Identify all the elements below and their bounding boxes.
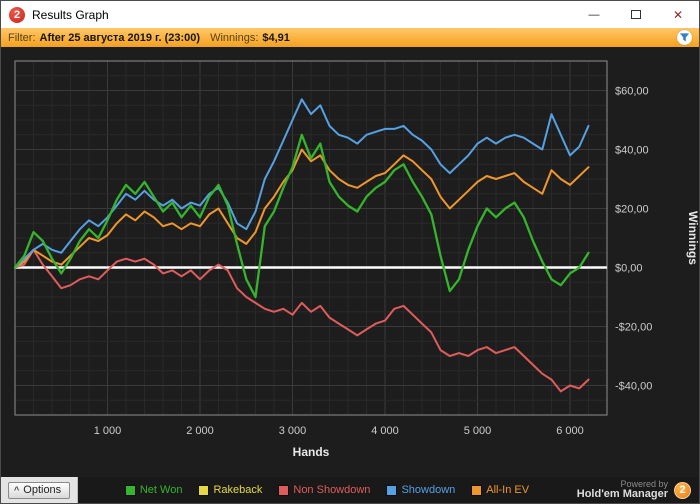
filter-value: After 25 августа 2019 г. (23:00)	[39, 31, 201, 44]
y-tick-label: -$40,00	[615, 381, 652, 393]
hm2-app-icon: 2	[9, 6, 25, 23]
caption-buttons: — ✕	[573, 1, 699, 28]
legend-swatch-non-showdown	[279, 485, 289, 495]
legend-swatch-showdown	[387, 485, 397, 495]
filter-bar: Filter: After 25 августа 2019 г. (23:00)…	[1, 28, 699, 47]
series-showdown	[14, 98, 590, 269]
series-non-showdown	[14, 248, 590, 393]
legend-label-net-won: Net Won	[139, 484, 183, 496]
y-tick-label: $60,00	[615, 86, 649, 98]
legend-item-all-in-ev: All-In EV	[472, 484, 529, 496]
y-axis-label: Winnings	[686, 211, 699, 265]
y-tick-label: -$20,00	[615, 322, 652, 334]
close-icon: ✕	[672, 7, 684, 22]
legend-swatch-rakeback	[199, 485, 209, 495]
x-tick-label: 2 000	[186, 425, 214, 437]
legend-item-rakeback: Rakeback	[199, 484, 262, 496]
legend-item-non-showdown: Non Showdown	[279, 484, 370, 496]
legend-swatch-all-in-ev	[472, 485, 482, 495]
legend-swatch-net-won	[125, 485, 135, 495]
y-tick-label: $0,00	[615, 263, 643, 275]
powered-by-label: Powered by	[620, 478, 668, 489]
legend-item-showdown: Showdown	[387, 484, 455, 496]
legend-label-showdown: Showdown	[401, 484, 456, 496]
legend-label-non-showdown: Non Showdown	[293, 484, 371, 496]
chevron-up-icon: ^	[14, 484, 20, 495]
chart-panel: 1 000 2 000 3 000 4 000 5 000 6 000 Hands $60,0…	[1, 47, 699, 477]
legend-label-all-in-ev: All-In EV	[486, 484, 530, 496]
x-tick-label: 1 000	[94, 425, 122, 437]
results-chart: 1 000 2 000 3 000 4 000 5 000 6 000 Hands $60,0…	[13, 60, 699, 459]
minimize-button[interactable]: —	[573, 1, 615, 28]
filter-icon[interactable]	[677, 30, 692, 45]
winnings-label: Winnings:	[210, 31, 259, 44]
maximize-icon	[631, 10, 641, 19]
x-tick-label: 6 000	[556, 425, 584, 437]
close-button[interactable]: ✕	[657, 1, 699, 28]
x-tick-label: 5 000	[464, 425, 492, 437]
x-tick-label: 4 000	[371, 425, 399, 437]
x-tick-label: 3 000	[279, 425, 307, 437]
x-axis-label: Hands	[293, 445, 330, 459]
series-all-in-ev	[14, 148, 590, 269]
y-tick-label: $20,00	[615, 204, 649, 216]
titlebar: 2 Results Graph — ✕	[1, 1, 699, 28]
options-area: ^ Options	[1, 477, 79, 503]
filter-label: Filter:	[8, 31, 36, 44]
bottom-bar: ^ Options Net Won Rakeback Non Showdown Sho…	[1, 477, 699, 503]
y-tick-label: $40,00	[615, 145, 649, 157]
plot-border	[14, 60, 608, 416]
chart-legend: Net Won Rakeback Non Showdown Showdown All-I…	[78, 477, 577, 503]
hm2-badge-icon: 2	[674, 481, 691, 499]
window-title: Results Graph	[32, 7, 109, 22]
legend-item-net-won: Net Won	[125, 484, 183, 496]
minimize-icon: —	[588, 8, 600, 21]
series-net-won	[13, 133, 590, 299]
legend-label-rakeback: Rakeback	[213, 484, 263, 496]
winnings-value: $4,91	[262, 31, 290, 44]
options-button[interactable]: ^ Options	[8, 481, 71, 499]
maximize-button[interactable]	[615, 1, 657, 28]
powered-by: Powered by Hold'em Manager 2	[577, 477, 699, 503]
brand-name: Hold'em Manager	[576, 487, 668, 500]
options-label: Options	[23, 483, 62, 496]
